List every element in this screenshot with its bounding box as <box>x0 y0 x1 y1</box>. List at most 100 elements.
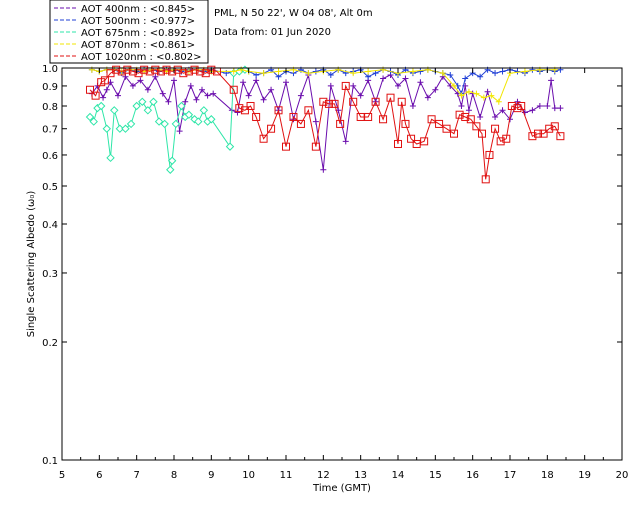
data-point <box>194 117 203 126</box>
data-point <box>312 68 319 75</box>
data-point <box>100 76 109 85</box>
data-point <box>144 86 151 93</box>
data-point <box>230 68 237 75</box>
data-point <box>380 75 387 82</box>
data-point <box>305 70 312 77</box>
data-point <box>138 97 147 106</box>
data-point <box>253 77 260 84</box>
data-point <box>495 98 502 105</box>
data-point <box>267 124 276 133</box>
data-point <box>465 88 472 95</box>
data-point <box>102 124 112 133</box>
data-point <box>274 106 283 115</box>
data-point <box>154 117 164 126</box>
data-point <box>478 129 486 138</box>
series-line <box>89 69 246 170</box>
data-point <box>557 105 564 112</box>
data-point <box>488 92 495 99</box>
data-point <box>365 73 372 80</box>
data-point <box>282 142 290 151</box>
data-point <box>86 85 94 94</box>
data-point <box>417 79 424 86</box>
data-point <box>166 165 175 174</box>
x-tick-label: 11 <box>280 470 293 481</box>
y-tick-label: 0.2 <box>42 338 58 349</box>
data-point <box>409 102 416 109</box>
data-point <box>442 124 451 133</box>
data-point <box>379 115 388 124</box>
data-point <box>372 70 379 77</box>
data-point <box>123 65 132 74</box>
legend-label: AOT 870nm : <0.861> <box>81 40 195 51</box>
data-point <box>336 119 345 128</box>
data-point <box>140 65 149 74</box>
data-point <box>187 82 194 89</box>
data-point <box>455 110 464 119</box>
legend-box <box>49 0 209 64</box>
data-point <box>297 92 304 99</box>
data-point <box>480 94 487 101</box>
data-point <box>330 99 339 108</box>
data-point <box>447 71 454 78</box>
data-point <box>507 101 516 110</box>
series-line <box>89 69 561 180</box>
y-tick-label: 0.5 <box>42 182 58 193</box>
data-point <box>152 73 159 80</box>
data-point <box>162 65 171 74</box>
data-point <box>465 107 472 114</box>
data-point <box>539 129 548 138</box>
x-tick-label: 12 <box>317 470 330 481</box>
x-tick-label: 5 <box>59 470 65 481</box>
data-point <box>357 92 364 99</box>
series-line <box>91 74 561 170</box>
data-point <box>179 69 188 78</box>
data-point <box>143 106 153 115</box>
y-tick-label: 0.9 <box>42 82 58 93</box>
data-point <box>210 90 217 97</box>
data-point <box>514 68 521 75</box>
legend-label: AOT 500nm : <0.977> <box>81 16 195 27</box>
data-point <box>395 82 401 89</box>
data-point <box>435 119 444 128</box>
data-point <box>407 134 416 143</box>
data-point <box>246 101 255 110</box>
data-point <box>327 82 334 89</box>
data-point <box>521 68 528 75</box>
data-point <box>341 81 350 90</box>
data-point <box>311 142 320 151</box>
data-point <box>349 97 358 106</box>
x-tick-label: 13 <box>354 470 367 481</box>
data-point <box>499 68 506 75</box>
data-point <box>324 99 333 108</box>
x-tick-label: 16 <box>466 470 479 481</box>
x-tick-label: 20 <box>616 470 629 481</box>
data-point <box>536 102 543 109</box>
data-point <box>115 92 121 99</box>
data-point <box>176 128 183 135</box>
data-point <box>320 166 327 173</box>
data-point <box>461 112 470 121</box>
data-point <box>112 65 121 74</box>
data-point <box>167 156 177 165</box>
data-point <box>462 75 469 82</box>
x-tick-label: 6 <box>96 470 102 481</box>
data-point <box>171 119 181 129</box>
data-point <box>528 132 537 141</box>
data-point <box>550 122 559 131</box>
y-axis: 0.1 0.2 0.3 0.4 0.5 0.6 0.7 0.8 0.9 1.0 <box>42 64 622 467</box>
data-point <box>207 65 216 74</box>
data-point <box>350 82 357 89</box>
data-point <box>289 112 298 121</box>
series-layer <box>85 65 565 184</box>
x-tick-label: 8 <box>171 470 177 481</box>
x-tick-label: 18 <box>541 470 554 481</box>
x-axis-label: Time (GMT) <box>312 483 371 494</box>
data-point <box>229 85 238 94</box>
data-point <box>275 68 282 75</box>
station-info: PML, N 50 22', W 04 08', Alt 0m <box>214 8 373 19</box>
data-point <box>129 82 136 89</box>
data-point <box>225 142 235 151</box>
date-info: Data from: 01 Jun 2020 <box>214 27 332 38</box>
data-point <box>106 153 115 163</box>
